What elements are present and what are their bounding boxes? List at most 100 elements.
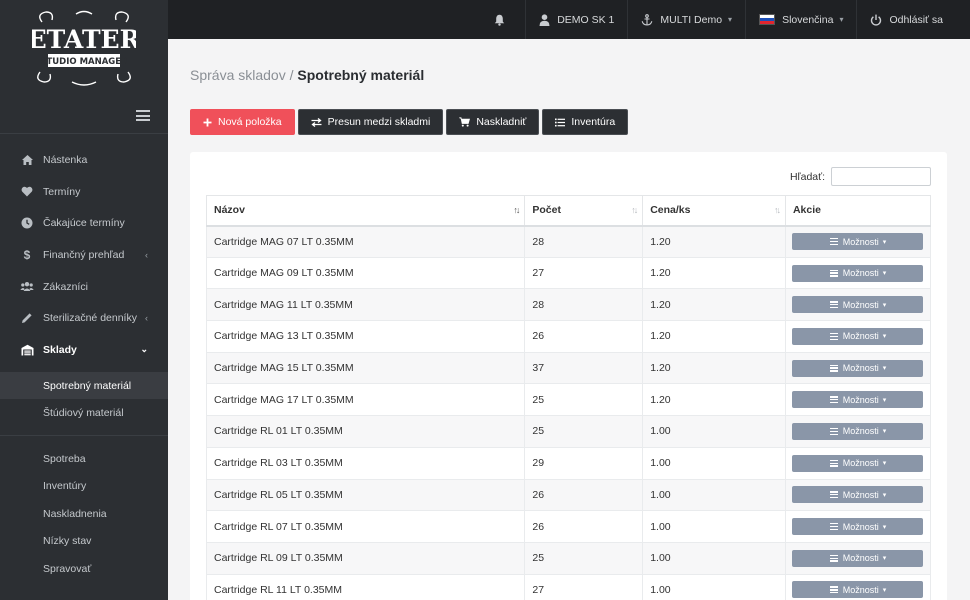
main-content: Správa skladov / Spotrebný materiál Nová… bbox=[168, 39, 970, 600]
sidebar-item-terminy[interactable]: Termíny bbox=[0, 176, 168, 208]
cell-actions: Možnosti ▾ bbox=[784, 383, 932, 417]
column-header-pocet[interactable]: Počet ↑↓ bbox=[524, 195, 644, 227]
logout-button[interactable]: Odhlásiť sa bbox=[856, 0, 970, 39]
cell-price: 1.20 bbox=[642, 320, 786, 353]
anchor-icon bbox=[641, 13, 653, 26]
sidebar-item-cakajuce-terminy[interactable]: Čakajúce termíny bbox=[0, 207, 168, 239]
cell-price: 1.00 bbox=[642, 541, 786, 575]
chevron-down-icon: ▾ bbox=[882, 523, 887, 531]
users-icon bbox=[20, 280, 34, 294]
sidebar-item-label: Finančný prehľad bbox=[43, 248, 125, 261]
chevron-down-icon: ▾ bbox=[882, 428, 887, 436]
inventory-label: Inventúra bbox=[571, 116, 616, 128]
sidebar-item-nastenka[interactable]: Nástenka bbox=[0, 144, 168, 176]
new-item-label: Nová položka bbox=[218, 116, 282, 128]
sidebar-item-sterilizacne-denniky[interactable]: Sterilizačné denníky ‹ bbox=[0, 302, 168, 334]
list-icon bbox=[555, 118, 566, 127]
options-button[interactable]: Možnosti ▾ bbox=[792, 486, 924, 504]
logo[interactable]: ETATER STUDIO MANAGER bbox=[0, 0, 168, 98]
cell-name: Cartridge RL 09 LT 0.35MM bbox=[205, 541, 526, 575]
chevron-down-icon: ▾ bbox=[728, 15, 733, 24]
sidebar-item-zakaznici[interactable]: Zákazníci bbox=[0, 271, 168, 303]
cell-count: 28 bbox=[524, 288, 644, 322]
breadcrumb-parent[interactable]: Správa skladov bbox=[190, 67, 286, 83]
chevron-down-icon: ▾ bbox=[839, 15, 844, 24]
cell-price: 1.00 bbox=[642, 510, 786, 543]
sidebar-subitem-spravovat[interactable]: Spravovať bbox=[43, 562, 92, 575]
sidebar-item-label: Sterilizačné denníky bbox=[43, 312, 137, 325]
breadcrumb: Správa skladov / Spotrebný materiál bbox=[190, 67, 424, 83]
menu-icon bbox=[829, 301, 838, 309]
exchange-icon bbox=[311, 117, 322, 127]
options-button[interactable]: Možnosti ▾ bbox=[792, 264, 924, 282]
cell-actions: Možnosti ▾ bbox=[784, 446, 932, 480]
cell-name: Cartridge MAG 07 LT 0.35MM bbox=[205, 225, 526, 258]
home-icon bbox=[20, 153, 34, 167]
studio-selector[interactable]: MULTI Demo ▾ bbox=[627, 0, 745, 39]
cart-icon bbox=[459, 117, 471, 127]
search-input[interactable] bbox=[831, 167, 931, 186]
transfer-button[interactable]: Presun medzi skladmi bbox=[297, 109, 444, 135]
table-row: Cartridge MAG 11 LT 0.35MM 28 1.20 Možnosti… bbox=[205, 288, 932, 322]
chevron-down-icon: ▾ bbox=[882, 238, 887, 246]
options-button[interactable]: Možnosti ▾ bbox=[792, 454, 924, 472]
user-icon bbox=[539, 13, 550, 26]
new-item-button[interactable]: Nová položka bbox=[190, 109, 295, 135]
menu-icon bbox=[829, 238, 838, 246]
options-button[interactable]: Možnosti ▾ bbox=[792, 549, 924, 567]
sidebar-item-financny-prehlad[interactable]: $ Finančný prehľad ‹ bbox=[0, 239, 168, 271]
sidebar-subitem-spotreba[interactable]: Spotreba bbox=[43, 452, 86, 465]
chevron-down-icon: ▾ bbox=[882, 270, 887, 278]
svg-text:STUDIO MANAGER: STUDIO MANAGER bbox=[40, 57, 128, 67]
table-header-row: Názov ↑↓ Počet ↑↓ Cena/ks ↑↓ Akcie bbox=[205, 195, 932, 227]
cell-actions: Možnosti ▾ bbox=[784, 478, 932, 512]
cell-actions: Možnosti ▾ bbox=[784, 510, 932, 543]
sidebar-subitem-spotrebny-material[interactable]: Spotrebný materiál bbox=[0, 371, 168, 400]
stock-in-button[interactable]: Naskladniť bbox=[446, 109, 540, 135]
table-row: Cartridge RL 11 LT 0.35MM 27 1.00 Možnosti ▾ bbox=[205, 573, 932, 600]
sidebar-subitem-inventury[interactable]: Inventúry bbox=[43, 480, 87, 493]
notifications-button[interactable] bbox=[481, 0, 525, 39]
options-button[interactable]: Možnosti ▾ bbox=[792, 359, 924, 377]
clock-icon bbox=[20, 216, 34, 230]
sidebar-item-sklady[interactable]: Sklady ⌄ bbox=[0, 334, 168, 366]
cell-actions: Možnosti ▾ bbox=[784, 541, 932, 575]
options-label: Možnosti bbox=[842, 521, 879, 532]
menu-icon bbox=[829, 427, 838, 435]
power-icon bbox=[870, 14, 882, 26]
cell-name: Cartridge MAG 13 LT 0.35MM bbox=[205, 320, 526, 353]
sidebar-subitem-naskladnenia[interactable]: Naskladnenia bbox=[43, 507, 107, 520]
menu-icon bbox=[829, 269, 838, 277]
options-button[interactable]: Možnosti ▾ bbox=[792, 233, 924, 251]
cell-actions: Možnosti ▾ bbox=[784, 573, 932, 600]
options-button[interactable]: Možnosti ▾ bbox=[792, 581, 924, 599]
sidebar-menu: Nástenka Termíny Čakajúce termíny $ Fina… bbox=[0, 134, 168, 582]
chevron-down-icon: ▾ bbox=[882, 491, 887, 499]
sidebar-item-label: Čakajúce termíny bbox=[43, 217, 125, 230]
chevron-down-icon: ▾ bbox=[882, 333, 887, 341]
options-label: Možnosti bbox=[842, 584, 879, 595]
sidebar-toggle-icon[interactable] bbox=[136, 110, 150, 121]
cell-price: 1.00 bbox=[642, 478, 786, 512]
user-menu[interactable]: DEMO SK 1 bbox=[525, 0, 627, 39]
cell-count: 25 bbox=[524, 541, 644, 575]
options-button[interactable]: Možnosti ▾ bbox=[792, 518, 924, 536]
options-button[interactable]: Možnosti ▾ bbox=[792, 327, 924, 345]
cell-name: Cartridge MAG 17 LT 0.35MM bbox=[205, 383, 526, 417]
options-button[interactable]: Možnosti ▾ bbox=[792, 391, 924, 409]
cell-count: 26 bbox=[524, 478, 644, 512]
column-header-nazov[interactable]: Názov ↑↓ bbox=[205, 195, 526, 227]
slovak-flag-icon bbox=[759, 14, 776, 25]
inventory-button[interactable]: Inventúra bbox=[542, 109, 629, 135]
options-button[interactable]: Možnosti ▾ bbox=[792, 296, 924, 314]
sidebar-item-label: Termíny bbox=[43, 185, 81, 198]
language-selector[interactable]: Slovenčina ▾ bbox=[745, 0, 856, 39]
cell-actions: Možnosti ▾ bbox=[784, 415, 932, 448]
options-button[interactable]: Možnosti ▾ bbox=[792, 422, 924, 440]
options-label: Možnosti bbox=[842, 299, 879, 310]
options-label: Možnosti bbox=[842, 553, 879, 564]
sidebar-subitem-nizky-stav[interactable]: Nízky stav bbox=[43, 535, 92, 548]
menu-icon bbox=[829, 396, 838, 404]
column-header-cena[interactable]: Cena/ks ↑↓ bbox=[642, 195, 786, 227]
sidebar-subitem-studiovy-material[interactable]: Štúdiový materiál bbox=[43, 407, 124, 420]
